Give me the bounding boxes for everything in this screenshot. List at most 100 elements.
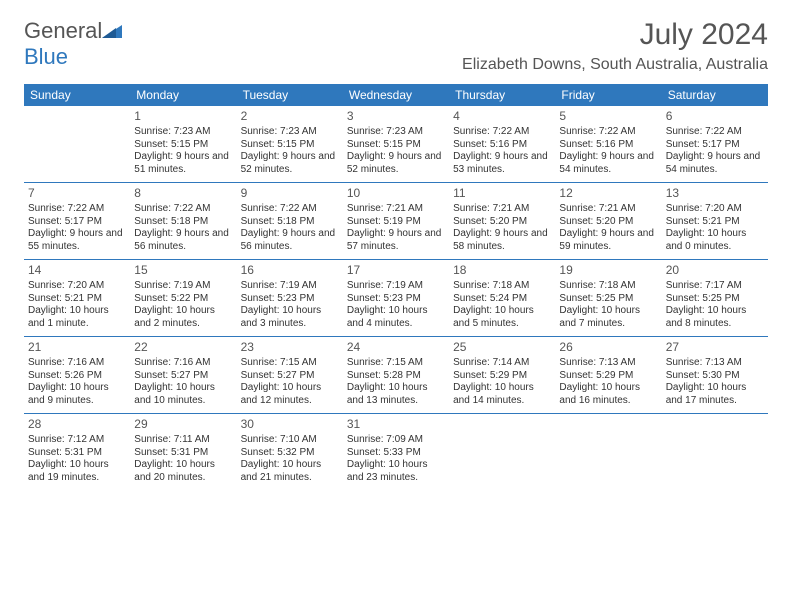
- sunset-text: Sunset: 5:25 PM: [559, 293, 657, 306]
- calendar-cell: 17 Sunrise: 7:19 AMSunset: 5:23 PMDayligh…: [343, 260, 449, 337]
- sunrise-text: Sunrise: 7:16 AM: [134, 357, 232, 370]
- sunrise-text: Sunrise: 7:20 AM: [666, 203, 764, 216]
- sunrise-text: Sunrise: 7:22 AM: [134, 203, 232, 216]
- calendar-cell: 28Sunrise: 7:12 AMSunset: 5:31 PMDayligh…: [24, 414, 130, 491]
- calendar-cell: 16Sunrise: 7:19 AMSunset: 5:23 PMDayligh…: [237, 260, 343, 337]
- header: General Blue July 2024 Elizabeth Downs, …: [24, 18, 768, 74]
- sunset-text: Sunset: 5:23 PM: [241, 293, 339, 306]
- sunrise-text: Sunrise: 7:21 AM: [559, 203, 657, 216]
- calendar-cell: 31Sunrise: 7:09 AMSunset: 5:33 PMDayligh…: [343, 414, 449, 491]
- daylight-text: Daylight: 9 hours and 54 minutes.: [666, 151, 764, 176]
- calendar-cell: 6 Sunrise: 7:22 AMSunset: 5:17 PMDaylight…: [662, 106, 768, 183]
- day-number: 7: [28, 186, 126, 201]
- day-number: 6: [666, 109, 764, 124]
- sunrise-text: Sunrise: 7:18 AM: [453, 280, 551, 293]
- sunrise-text: Sunrise: 7:22 AM: [666, 126, 764, 139]
- day-number: 23: [241, 340, 339, 355]
- sunset-text: Sunset: 5:15 PM: [134, 139, 232, 152]
- sunset-text: Sunset: 5:17 PM: [666, 139, 764, 152]
- sunrise-text: Sunrise: 7:18 AM: [559, 280, 657, 293]
- sunrise-text: Sunrise: 7:17 AM: [666, 280, 764, 293]
- day-number: 13: [666, 186, 764, 201]
- calendar-cell: 14Sunrise: 7:20 AMSunset: 5:21 PMDayligh…: [24, 260, 130, 337]
- calendar-cell: 15Sunrise: 7:19 AMSunset: 5:22 PMDayligh…: [130, 260, 236, 337]
- calendar-week-row: 14Sunrise: 7:20 AMSunset: 5:21 PMDayligh…: [24, 260, 768, 337]
- calendar-cell: 13Sunrise: 7:20 AMSunset: 5:21 PMDayligh…: [662, 183, 768, 260]
- calendar-cell: 26Sunrise: 7:13 AMSunset: 5:29 PMDayligh…: [555, 337, 661, 414]
- day-header: Tuesday: [237, 84, 343, 106]
- daylight-text: Daylight: 9 hours and 57 minutes.: [347, 228, 445, 253]
- daylight-text: Daylight: 9 hours and 53 minutes.: [453, 151, 551, 176]
- calendar-cell: 3Sunrise: 7:23 AMSunset: 5:15 PMDaylight…: [343, 106, 449, 183]
- daylight-text: Daylight: 9 hours and 59 minutes.: [559, 228, 657, 253]
- sunrise-text: Sunrise: 7:14 AM: [453, 357, 551, 370]
- calendar-cell: [449, 414, 555, 491]
- logo-triangle-icon: [102, 18, 122, 44]
- day-number: 25: [453, 340, 551, 355]
- day-number: 4: [453, 109, 551, 124]
- daylight-text: Daylight: 10 hours and 2 minutes.: [134, 305, 232, 330]
- sunrise-text: Sunrise: 7:19 AM: [347, 280, 445, 293]
- sunset-text: Sunset: 5:20 PM: [559, 216, 657, 229]
- month-title: July 2024: [462, 18, 768, 52]
- calendar-cell: 10Sunrise: 7:21 AMSunset: 5:19 PMDayligh…: [343, 183, 449, 260]
- day-header: Wednesday: [343, 84, 449, 106]
- daylight-text: Daylight: 10 hours and 8 minutes.: [666, 305, 764, 330]
- sunrise-text: Sunrise: 7:10 AM: [241, 434, 339, 447]
- sunrise-text: Sunrise: 7:15 AM: [347, 357, 445, 370]
- calendar-week-row: 21Sunrise: 7:16 AMSunset: 5:26 PMDayligh…: [24, 337, 768, 414]
- sunset-text: Sunset: 5:32 PM: [241, 447, 339, 460]
- calendar-week-row: 28Sunrise: 7:12 AMSunset: 5:31 PMDayligh…: [24, 414, 768, 491]
- calendar-cell: 11Sunrise: 7:21 AMSunset: 5:20 PMDayligh…: [449, 183, 555, 260]
- daylight-text: Daylight: 10 hours and 16 minutes.: [559, 382, 657, 407]
- daylight-text: Daylight: 10 hours and 1 minute.: [28, 305, 126, 330]
- calendar-cell: 19Sunrise: 7:18 AMSunset: 5:25 PMDayligh…: [555, 260, 661, 337]
- day-header: Friday: [555, 84, 661, 106]
- sunset-text: Sunset: 5:29 PM: [453, 370, 551, 383]
- day-number: 5: [559, 109, 657, 124]
- calendar-cell: 9Sunrise: 7:22 AMSunset: 5:18 PMDaylight…: [237, 183, 343, 260]
- daylight-text: Daylight: 10 hours and 13 minutes.: [347, 382, 445, 407]
- day-number: 17: [347, 263, 445, 278]
- calendar-cell: 24Sunrise: 7:15 AMSunset: 5:28 PMDayligh…: [343, 337, 449, 414]
- sunset-text: Sunset: 5:21 PM: [28, 293, 126, 306]
- sunrise-text: Sunrise: 7:09 AM: [347, 434, 445, 447]
- day-number: 19: [559, 263, 657, 278]
- sunrise-text: Sunrise: 7:19 AM: [134, 280, 232, 293]
- sunset-text: Sunset: 5:27 PM: [241, 370, 339, 383]
- daylight-text: Daylight: 10 hours and 10 minutes.: [134, 382, 232, 407]
- daylight-text: Daylight: 9 hours and 54 minutes.: [559, 151, 657, 176]
- day-number: 14: [28, 263, 126, 278]
- day-number: 30: [241, 417, 339, 432]
- day-header: Sunday: [24, 84, 130, 106]
- calendar-week-row: 1Sunrise: 7:23 AMSunset: 5:15 PMDaylight…: [24, 106, 768, 183]
- daylight-text: Daylight: 10 hours and 14 minutes.: [453, 382, 551, 407]
- calendar-cell: [555, 414, 661, 491]
- sunset-text: Sunset: 5:31 PM: [134, 447, 232, 460]
- sunset-text: Sunset: 5:20 PM: [453, 216, 551, 229]
- sunset-text: Sunset: 5:28 PM: [347, 370, 445, 383]
- location-subtitle: Elizabeth Downs, South Australia, Austra…: [462, 56, 768, 74]
- day-number: 10: [347, 186, 445, 201]
- day-number: 28: [28, 417, 126, 432]
- title-block: July 2024 Elizabeth Downs, South Austral…: [462, 18, 768, 74]
- calendar-cell: 4Sunrise: 7:22 AMSunset: 5:16 PMDaylight…: [449, 106, 555, 183]
- daylight-text: Daylight: 9 hours and 55 minutes.: [28, 228, 126, 253]
- sunset-text: Sunset: 5:27 PM: [134, 370, 232, 383]
- day-header: Thursday: [449, 84, 555, 106]
- calendar-cell: 27Sunrise: 7:13 AMSunset: 5:30 PMDayligh…: [662, 337, 768, 414]
- day-header: Monday: [130, 84, 236, 106]
- daylight-text: Daylight: 10 hours and 4 minutes.: [347, 305, 445, 330]
- sunset-text: Sunset: 5:25 PM: [666, 293, 764, 306]
- day-number: 8: [134, 186, 232, 201]
- daylight-text: Daylight: 9 hours and 56 minutes.: [241, 228, 339, 253]
- sunset-text: Sunset: 5:23 PM: [347, 293, 445, 306]
- sunset-text: Sunset: 5:31 PM: [28, 447, 126, 460]
- day-header-row: Sunday Monday Tuesday Wednesday Thursday…: [24, 84, 768, 106]
- sunrise-text: Sunrise: 7:22 AM: [559, 126, 657, 139]
- sunset-text: Sunset: 5:33 PM: [347, 447, 445, 460]
- calendar-cell: 5Sunrise: 7:22 AMSunset: 5:16 PMDaylight…: [555, 106, 661, 183]
- daylight-text: Daylight: 9 hours and 51 minutes.: [134, 151, 232, 176]
- calendar-cell: 1Sunrise: 7:23 AMSunset: 5:15 PMDaylight…: [130, 106, 236, 183]
- logo-part2: Blue: [24, 44, 68, 69]
